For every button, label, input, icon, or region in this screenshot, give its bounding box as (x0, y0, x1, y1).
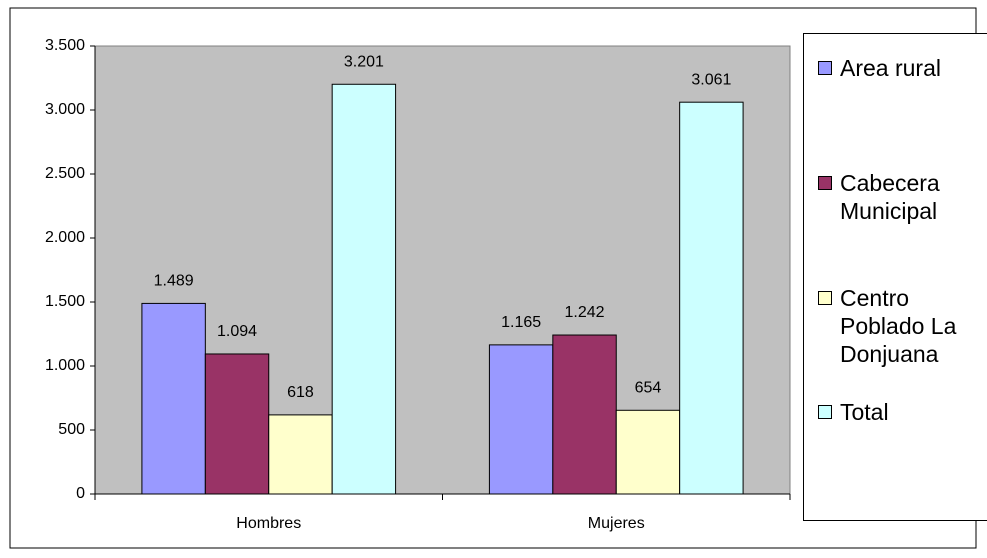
bar (141, 302, 206, 495)
legend-swatch (818, 61, 832, 75)
bar (615, 409, 681, 495)
data-label: 3.201 (344, 53, 384, 70)
y-tick-label: 3.000 (45, 101, 85, 118)
y-tick-label: 500 (58, 421, 85, 438)
data-label: 1.094 (217, 323, 257, 340)
legend: Area rural Cabecera Municipal Centro Pobla… (803, 33, 987, 521)
bar (268, 414, 333, 495)
legend-label: Cabecera Municipal (840, 170, 940, 224)
x-tick-label: Mujeres (588, 515, 645, 532)
x-tick-label: Hombres (236, 515, 301, 532)
bar (204, 353, 270, 495)
legend-label: Total (840, 399, 889, 425)
data-label: 618 (287, 384, 314, 401)
data-label: 654 (635, 380, 662, 397)
legend-swatch (818, 176, 832, 190)
legend-label: Area rural (840, 55, 941, 81)
y-tick-label: 2.500 (45, 165, 85, 182)
y-tick-label: 0 (76, 485, 85, 502)
legend-label: Centro Poblado La Donjuana (840, 285, 957, 367)
bar (331, 83, 397, 495)
y-tick-label: 3.500 (45, 37, 85, 54)
data-label: 1.242 (565, 304, 605, 321)
bar (488, 344, 554, 495)
y-tick-label: 1.000 (45, 357, 85, 374)
legend-swatch (818, 291, 832, 305)
data-label: 1.489 (154, 273, 194, 290)
data-label: 1.165 (501, 314, 541, 331)
bar (552, 334, 617, 495)
data-label: 3.061 (691, 71, 731, 88)
y-tick-label: 2.000 (45, 229, 85, 246)
legend-swatch (818, 405, 832, 419)
y-tick-label: 1.500 (45, 293, 85, 310)
bar (679, 101, 744, 495)
